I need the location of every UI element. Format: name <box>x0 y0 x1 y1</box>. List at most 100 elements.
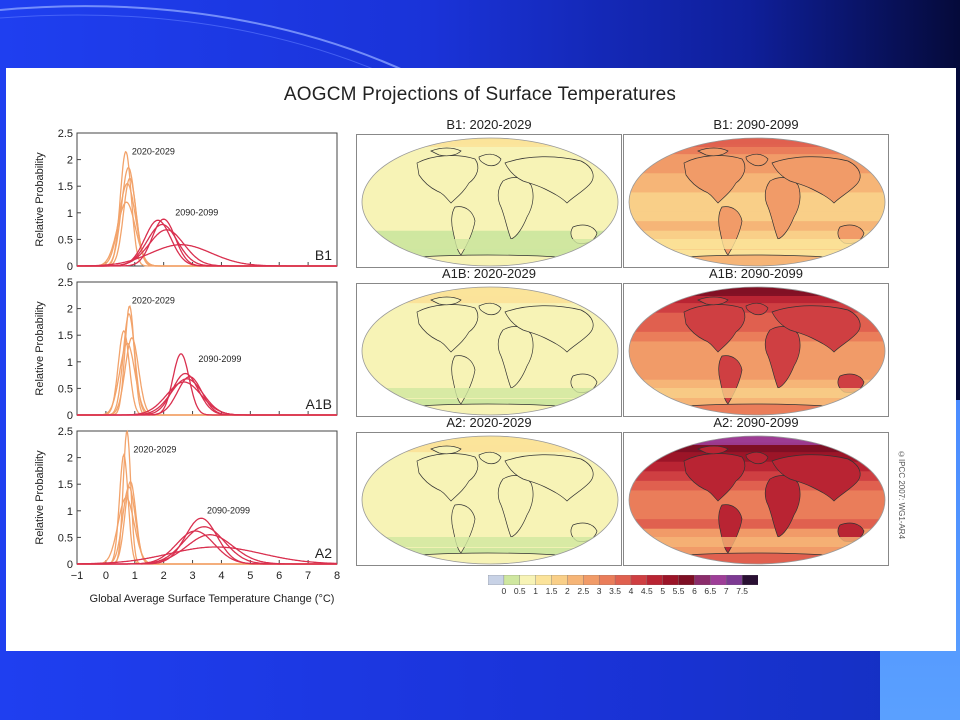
colorbar <box>488 575 758 585</box>
continent-outline <box>416 155 479 204</box>
pdf-curve-2090-2099-4 <box>77 534 337 565</box>
map-title: B1: 2020-2029 <box>446 117 532 132</box>
southern-ocean-band <box>629 239 885 249</box>
colorbar-label: 0 <box>501 586 507 596</box>
map-graphic <box>628 137 886 267</box>
y-axis-label: Relative Probability <box>34 301 46 396</box>
map-band <box>362 173 618 184</box>
map-graphic <box>628 435 886 565</box>
scenario-label: A1B <box>306 396 332 412</box>
pdf-panel-b1: 0 0.5 1 1.5 2 2.5 Relative Probability 2020-202… <box>34 128 338 273</box>
colorbar-label: 6 <box>692 586 697 596</box>
map-band <box>362 490 618 501</box>
continent-outline <box>504 305 594 353</box>
map-globe-edge <box>628 286 886 416</box>
colorbar-label: 2 <box>565 586 570 596</box>
pdf-curve-2090-2099-5 <box>77 546 338 565</box>
southern-ocean-band <box>362 537 618 547</box>
colorbar-swatch <box>630 575 648 585</box>
colorbar-swatch <box>694 575 712 585</box>
y-tick-label: 2 <box>67 155 73 167</box>
map-title: A1B: 2090-2099 <box>709 266 803 281</box>
y-tick-label: 2 <box>67 304 73 316</box>
pdf-curve-2090-2099-5 <box>77 244 337 267</box>
map-band <box>362 312 618 324</box>
map-globe-edge <box>361 137 619 267</box>
continent-outline <box>697 445 729 455</box>
continent-outline <box>683 155 746 204</box>
map-band <box>629 331 885 343</box>
colorbar-swatch <box>741 575 758 585</box>
slide-lower-band <box>0 650 960 720</box>
map-band <box>362 360 618 372</box>
x-axis-label: Global Average Surface Temperature Chang… <box>90 593 335 605</box>
map-band <box>629 461 885 473</box>
y-axis-label: Relative Probability <box>34 450 46 545</box>
map-band <box>629 221 885 232</box>
x-tick-label: 0 <box>103 570 109 582</box>
y-tick-label: 0 <box>67 261 73 273</box>
x-tick-label: 6 <box>276 570 282 582</box>
colorbar-label: 3.5 <box>609 586 621 596</box>
southern-ocean-band <box>629 388 885 398</box>
colorbar-label: 1.5 <box>545 586 558 596</box>
x-tick-label: 4 <box>218 570 224 582</box>
temperature-map <box>623 283 889 417</box>
colorbar-swatch <box>567 575 584 585</box>
y-tick-label: 0.5 <box>58 532 73 544</box>
map-band <box>629 360 885 372</box>
map-band <box>629 528 885 540</box>
map-band <box>362 144 618 156</box>
x-tick-label: 2 <box>161 570 167 582</box>
y-tick-label: 1.5 <box>58 181 73 193</box>
y-tick-label: 0 <box>67 559 73 571</box>
map-band <box>362 230 618 242</box>
pdf-panel-a1b: 0 0.5 1 1.5 2 2.5 Relative Probability 2020-202… <box>34 277 338 422</box>
temperature-map <box>356 134 622 268</box>
y-tick-label: 0.5 <box>58 234 73 246</box>
map-band <box>629 370 885 381</box>
x-tick-label: 8 <box>334 570 340 582</box>
map-band <box>629 509 885 521</box>
period-annotation: 2090-2099 <box>207 505 250 515</box>
map-band <box>629 322 885 333</box>
colorbar-label: 4 <box>628 586 634 596</box>
colorbar-swatch <box>583 575 600 585</box>
map-band <box>629 379 885 391</box>
map-band <box>362 471 618 482</box>
map-band <box>629 490 885 501</box>
temperature-map <box>356 283 622 417</box>
continent-outline <box>745 153 769 167</box>
colorbar-label: 4.5 <box>640 586 653 596</box>
arctic-band <box>362 436 618 445</box>
map-graphic <box>361 286 619 416</box>
southern-ocean-band <box>362 388 618 398</box>
map-band <box>362 379 618 391</box>
map-band <box>629 192 885 203</box>
continent-outline <box>504 454 594 502</box>
colorbar-label: 2.5 <box>577 586 590 596</box>
map-band <box>362 480 618 492</box>
map-band <box>629 182 885 194</box>
map-band <box>629 341 885 352</box>
map-band <box>362 519 618 530</box>
colorbar-label: 7.5 <box>736 586 749 596</box>
map-band <box>362 322 618 333</box>
continent-outline <box>697 147 729 157</box>
y-tick-label: 0.5 <box>58 383 73 395</box>
colorbar-label: 6.5 <box>704 586 717 596</box>
colorbar-label: 1 <box>533 586 539 596</box>
y-tick-label: 1 <box>67 208 73 220</box>
continent-outline <box>478 302 502 316</box>
y-tick-label: 1 <box>67 506 73 518</box>
map-band <box>629 230 885 242</box>
map-band <box>362 370 618 381</box>
colorbar-label: 5.5 <box>672 586 685 596</box>
continent-outline <box>771 454 861 502</box>
map-graphic <box>361 137 619 267</box>
map-band <box>629 211 885 223</box>
map-globe-edge <box>628 435 886 565</box>
map-band <box>629 471 885 482</box>
map-band <box>629 293 885 305</box>
colorbar-label: 0.5 <box>513 586 526 596</box>
